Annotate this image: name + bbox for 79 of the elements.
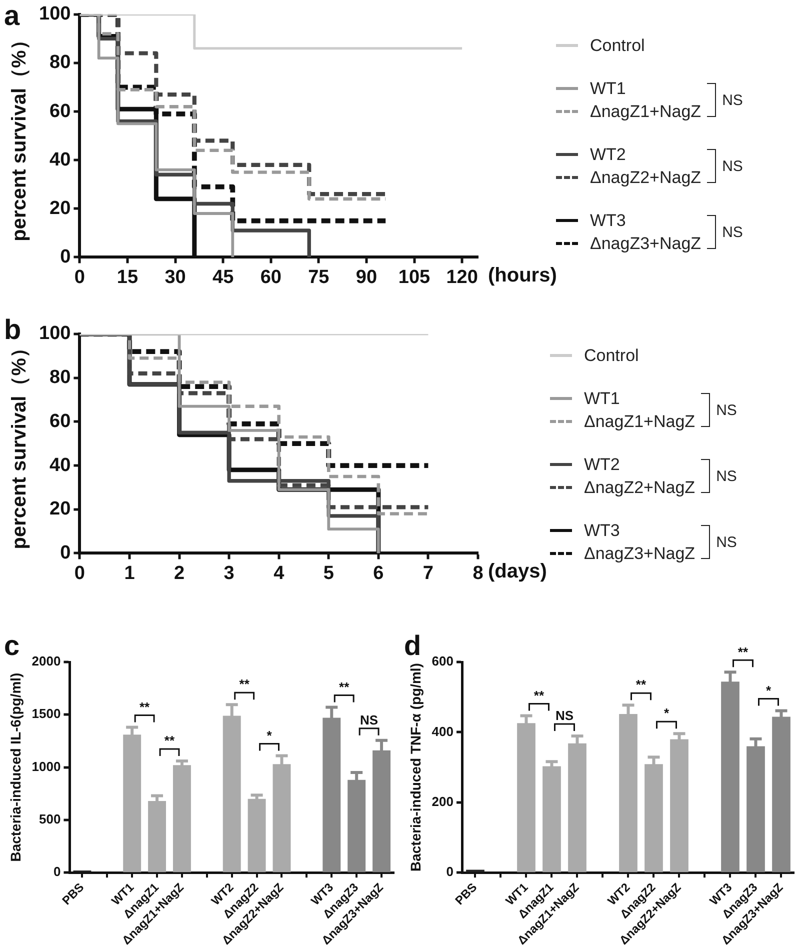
y-axis-title: Bacteria-induced TNF-α (pg/ml)	[407, 663, 424, 872]
x-tick-label: 8	[472, 562, 484, 584]
text: NS	[722, 92, 743, 108]
x-tick-label: 6	[373, 562, 384, 584]
x-tick-label: 105	[398, 266, 431, 288]
y-axis-title: percent survival（%）	[8, 30, 31, 242]
annotation: *	[664, 706, 670, 721]
x-tick-label: 120	[446, 266, 478, 288]
y-tick-label: 80	[50, 52, 71, 74]
y-tick-label: 0	[53, 864, 61, 880]
x-tick-label: 0	[74, 562, 85, 584]
legend-label: WT1	[584, 388, 620, 408]
annotation: NS	[360, 712, 378, 728]
text: NS	[716, 534, 737, 550]
x-tick-label: 4	[274, 562, 285, 584]
text: **	[738, 644, 749, 660]
legend-label: Control	[590, 36, 645, 56]
x-tick-label: 60	[260, 266, 282, 288]
x-tick-label: 30	[164, 266, 186, 288]
y-tick-label: 20	[50, 198, 71, 219]
x-tick-label: 75	[308, 266, 330, 288]
annotation: **	[239, 676, 250, 692]
x-tick-label: 7	[422, 562, 434, 584]
y-tick-label: 0	[60, 542, 71, 564]
x-tick-label: 5	[323, 562, 334, 584]
legend-label: WT3	[584, 520, 620, 540]
text: NS	[722, 224, 743, 240]
text: NS	[716, 468, 737, 484]
y-tick-label: 500	[39, 812, 61, 826]
y-tick-label: 1000	[32, 758, 61, 774]
y-tick-label: 20	[50, 498, 71, 520]
y-axis-title: Bacteria-induced IL-6(pg/ml)	[7, 672, 24, 862]
y-tick-label: 0	[446, 864, 454, 880]
annotation: **	[534, 688, 545, 703]
y-tick-label: 100	[39, 4, 71, 25]
x-tick-label: 3	[224, 562, 234, 584]
annotation: NS	[555, 708, 574, 724]
x-tick-label: 0	[74, 266, 85, 288]
chart-title: d	[404, 630, 422, 662]
text: NS	[722, 158, 743, 174]
x-tick-label: 90	[356, 266, 378, 288]
y-tick-label: 2000	[32, 654, 61, 669]
x-axis-title: (days)	[488, 560, 547, 583]
annotation: **	[164, 733, 176, 748]
y-tick-label: 600	[432, 654, 454, 669]
legend-label: ΔnagZ2+NagZ	[584, 478, 696, 498]
x-axis-title: (hours)	[488, 264, 557, 287]
legend-label: ΔnagZ3+NagZ	[584, 544, 696, 564]
legend-label: ΔnagZ2+NagZ	[590, 168, 702, 188]
x-tick-label: 15	[116, 266, 138, 288]
legend-label: ΔnagZ1+NagZ	[590, 102, 702, 122]
annotation: *	[766, 682, 772, 698]
annotation: **	[139, 699, 151, 714]
legend-label: WT1	[590, 78, 626, 98]
y-tick-label: 80	[50, 367, 71, 388]
annotation: *	[266, 728, 273, 743]
x-tick-label: 1	[124, 562, 136, 584]
legend-label: WT2	[584, 454, 620, 474]
legend-label: ΔnagZ1+NagZ	[584, 412, 696, 432]
legend-label: WT3	[590, 210, 626, 230]
text: NS	[716, 402, 737, 418]
chart-title: a	[4, 0, 20, 32]
y-tick-label: 60	[50, 410, 71, 432]
annotation: **	[339, 679, 350, 694]
legend-label: WT2	[590, 144, 626, 164]
x-tick-label: 45	[212, 266, 234, 288]
y-tick-label: 60	[50, 100, 71, 122]
y-tick-label: 200	[432, 794, 454, 809]
chart-title: c	[4, 630, 20, 662]
legend-label: Control	[584, 346, 639, 366]
legend-label: ΔnagZ3+NagZ	[590, 234, 702, 254]
y-tick-label: 0	[60, 246, 71, 268]
annotation: **	[636, 677, 647, 692]
y-tick-label: 400	[432, 724, 454, 739]
x-tick-label: 2	[174, 562, 185, 584]
y-tick-label: 1500	[32, 706, 61, 722]
y-tick-label: 40	[50, 149, 71, 170]
y-tick-label: 100	[39, 323, 71, 344]
y-tick-label: 40	[50, 454, 71, 476]
